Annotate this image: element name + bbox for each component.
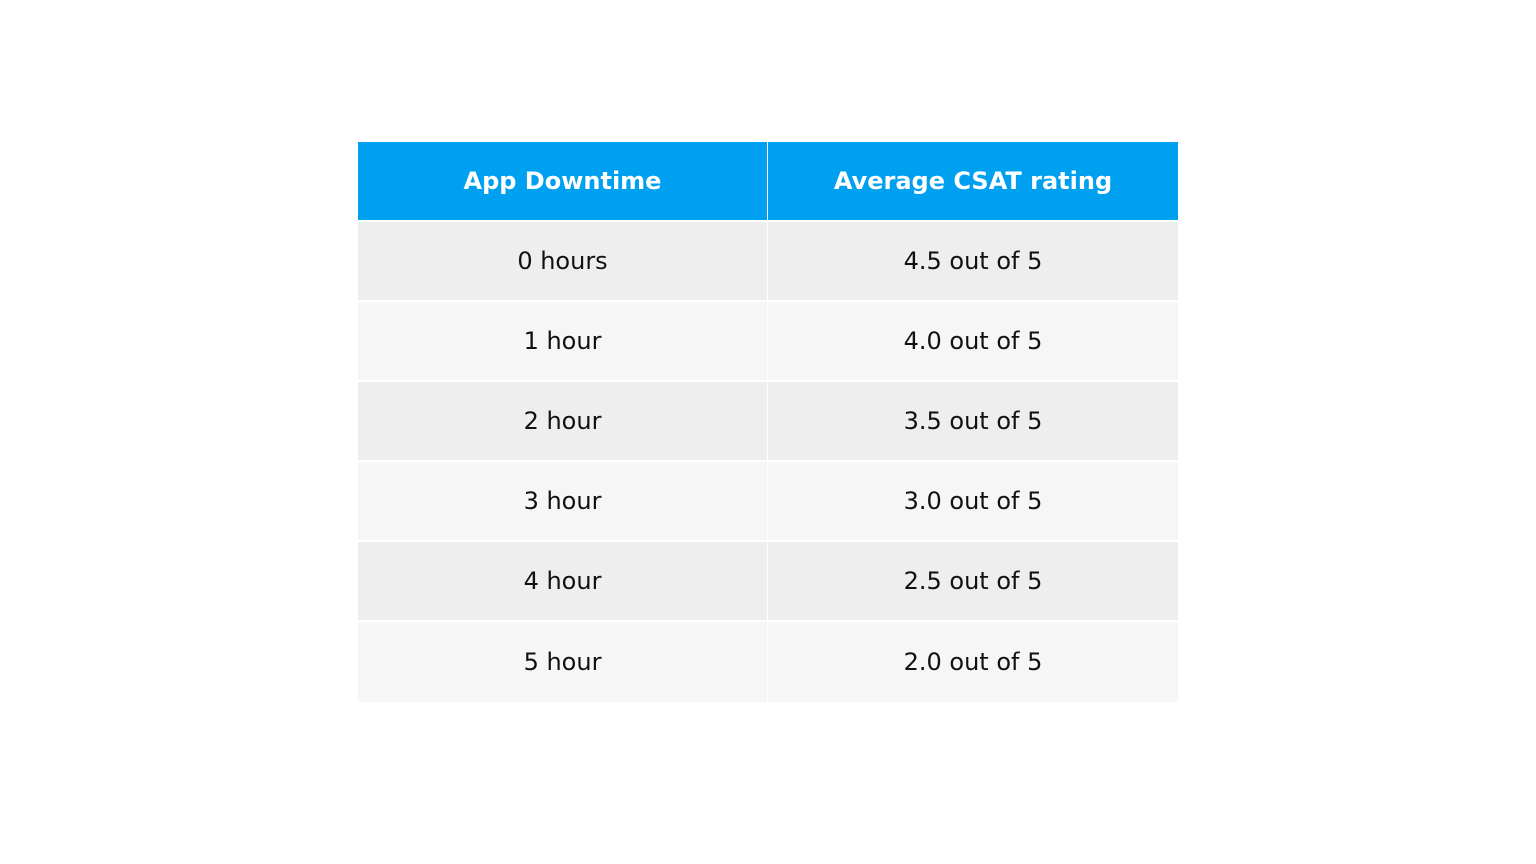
column-divider <box>767 462 768 542</box>
column-divider <box>767 542 768 622</box>
column-divider <box>767 622 768 702</box>
csat-cell: 2.0 out of 5 <box>768 622 1178 702</box>
downtime-cell: 3 hour <box>358 462 767 542</box>
downtime-cell: 4 hour <box>358 542 767 622</box>
csat-cell: 4.5 out of 5 <box>768 222 1178 302</box>
column-header-app-downtime: App Downtime <box>358 142 767 222</box>
column-divider <box>767 142 768 222</box>
column-divider <box>767 302 768 382</box>
downtime-cell: 1 hour <box>358 302 767 382</box>
csat-cell: 3.0 out of 5 <box>768 462 1178 542</box>
downtime-cell: 5 hour <box>358 622 767 702</box>
column-divider <box>767 222 768 302</box>
csat-cell: 4.0 out of 5 <box>768 302 1178 382</box>
column-divider <box>767 382 768 462</box>
csat-cell: 3.5 out of 5 <box>768 382 1178 462</box>
csat-table: App Downtime Average CSAT rating 0 hours… <box>358 142 1178 702</box>
csat-cell: 2.5 out of 5 <box>768 542 1178 622</box>
column-header-average-csat: Average CSAT rating <box>768 142 1178 222</box>
downtime-cell: 0 hours <box>358 222 767 302</box>
downtime-cell: 2 hour <box>358 382 767 462</box>
